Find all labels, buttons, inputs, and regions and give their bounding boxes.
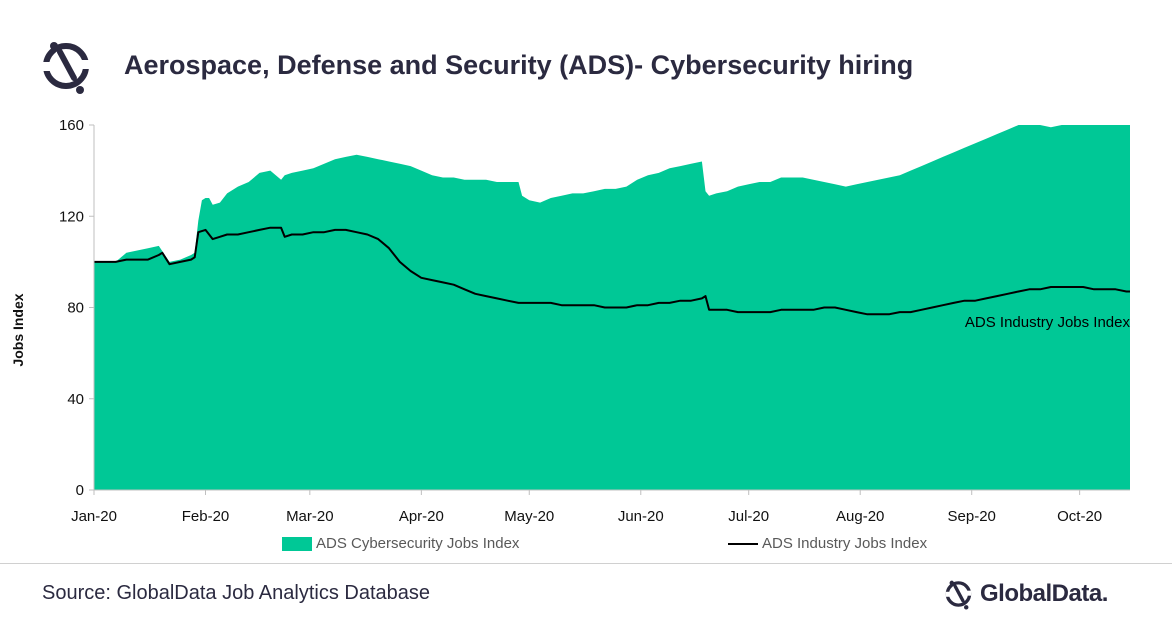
y-tick-label: 0: [76, 482, 84, 499]
globaldata-brand-icon: [945, 580, 972, 610]
x-tick-label: Jul-20: [728, 508, 769, 525]
chart-title: Aerospace, Defense and Security (ADS)- C…: [124, 50, 914, 80]
chart-area: 0 40 80 120 160 Jan-20 Feb-20 Mar-20 Apr-20 May-2…: [59, 117, 1131, 525]
x-tick-label: Jan-20: [71, 508, 117, 525]
y-tick-label: 120: [59, 208, 84, 225]
header: Aerospace, Defense and Security (ADS)- C…: [0, 0, 1172, 110]
y-tick-label: 80: [67, 300, 84, 317]
legend-label-cybersecurity: ADS Cybersecurity Jobs Index: [316, 535, 520, 552]
x-tick-label: Oct-20: [1057, 508, 1102, 525]
legend: ADS Cybersecurity Jobs Index ADS Industr…: [0, 535, 1172, 555]
x-tick-label: Feb-20: [182, 508, 230, 525]
legend-swatch-line: [728, 542, 758, 545]
x-tick-label: May-20: [504, 508, 554, 525]
legend-swatch-area: [282, 536, 312, 551]
legend-item-industry: ADS Industry Jobs Index: [728, 535, 927, 552]
source-note: Source: GlobalData Job Analytics Databas…: [42, 582, 430, 604]
legend-label-industry: ADS Industry Jobs Index: [762, 535, 928, 552]
footer-divider: [0, 563, 1172, 564]
x-tick-label: Aug-20: [836, 508, 884, 525]
brand-name: GlobalData.: [980, 580, 1108, 607]
globaldata-logo-icon: [43, 42, 89, 94]
legend-item-cybersecurity: ADS Cybersecurity Jobs Index: [282, 535, 519, 552]
x-tick-label: Sep-20: [948, 508, 996, 525]
y-tick-label: 40: [67, 391, 84, 408]
brand-logo: GlobalData.: [944, 578, 1108, 610]
y-tick-label: 160: [59, 117, 84, 134]
series-line-industry: [94, 226, 1130, 316]
x-tick-label: Apr-20: [399, 508, 444, 525]
x-tick-label: Mar-20: [286, 508, 334, 525]
x-tick-label: Jun-20: [618, 508, 664, 525]
annotation-industry-label: ADS Industry Jobs Index: [965, 314, 1131, 331]
